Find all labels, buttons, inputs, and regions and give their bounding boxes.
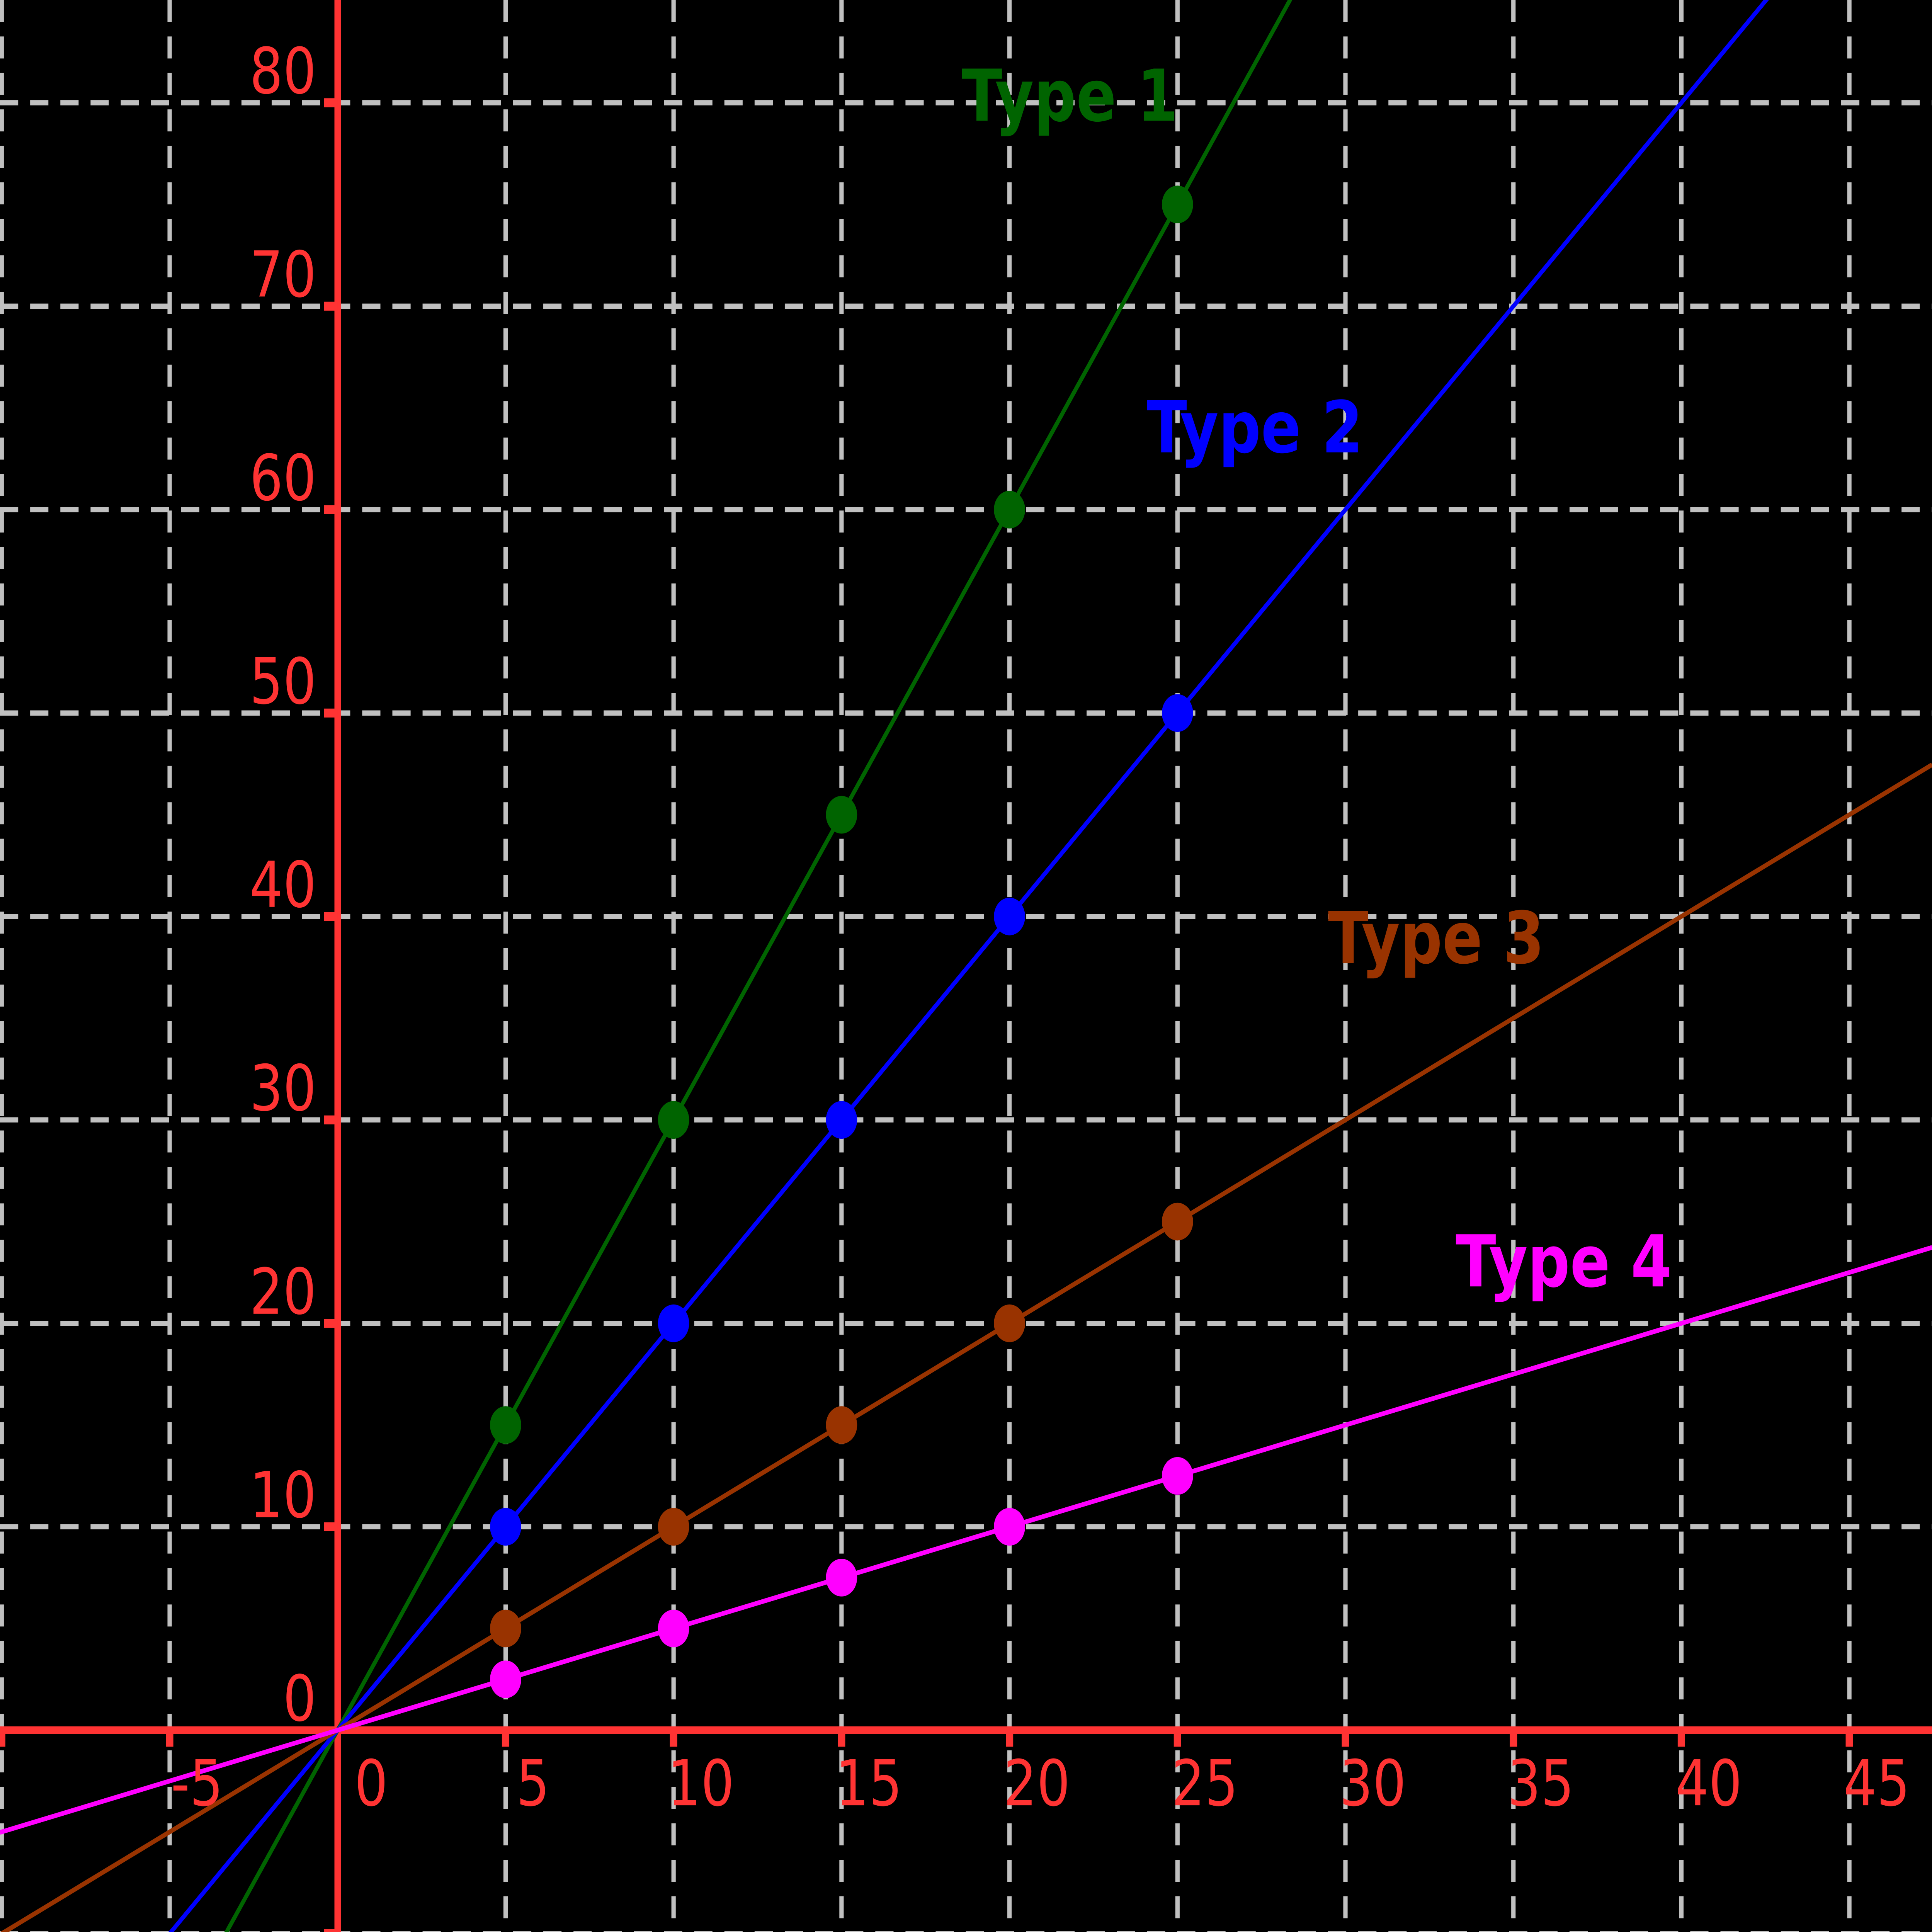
x-tick-label: 0: [355, 1747, 388, 1821]
data-point-type-1: [490, 1406, 521, 1444]
x-tick-label: 15: [835, 1747, 902, 1821]
data-point-type-2: [658, 1304, 689, 1342]
x-tick-label: 25: [1172, 1747, 1238, 1821]
data-point-type-2: [490, 1508, 521, 1546]
y-tick-label: 70: [250, 238, 316, 312]
y-tick-label: 30: [250, 1052, 316, 1126]
data-point-type-2: [826, 1101, 857, 1139]
y-tick-label: 80: [250, 35, 316, 109]
data-point-type-1: [658, 1101, 689, 1139]
y-tick-label: 50: [250, 645, 316, 719]
y-tick-label: 0: [283, 1662, 316, 1736]
data-point-type-2: [1162, 694, 1193, 732]
x-tick-label: 10: [668, 1747, 735, 1821]
x-tick-label: 20: [1003, 1747, 1070, 1821]
y-tick-label: 20: [250, 1255, 316, 1329]
data-point-type-1: [826, 796, 857, 834]
data-point-type-3: [826, 1406, 857, 1444]
data-point-type-4: [826, 1559, 857, 1597]
data-point-type-4: [658, 1609, 689, 1648]
x-tick-label: 45: [1844, 1747, 1910, 1821]
series-line-type-4: [0, 1245, 1932, 1835]
x-tick-label: 30: [1339, 1747, 1406, 1821]
y-tick-label: 60: [250, 441, 316, 515]
data-point-type-3: [994, 1304, 1025, 1342]
series-label-type-2: Type 2: [1146, 386, 1363, 470]
x-tick-label: -5: [171, 1747, 223, 1821]
data-point-type-4: [490, 1660, 521, 1698]
data-point-type-4: [994, 1508, 1025, 1546]
series-label-type-3: Type 3: [1328, 897, 1544, 980]
data-point-type-1: [994, 491, 1025, 529]
data-point-type-1: [1162, 185, 1193, 223]
x-tick-label: 35: [1507, 1747, 1574, 1821]
x-tick-label: 5: [516, 1747, 549, 1821]
data-point-type-3: [1162, 1202, 1193, 1241]
series-line-type-3: [0, 762, 1932, 1932]
data-point-type-2: [994, 898, 1025, 935]
y-tick-label: 40: [250, 848, 316, 922]
data-point-type-4: [1162, 1457, 1193, 1495]
series-label-type-4: Type 4: [1456, 1220, 1672, 1304]
series-label-type-1: Type 1: [962, 54, 1178, 138]
x-tick-label: 40: [1675, 1747, 1742, 1821]
data-point-type-3: [490, 1609, 521, 1648]
y-tick-label: 10: [250, 1459, 316, 1532]
data-point-type-3: [658, 1508, 689, 1546]
